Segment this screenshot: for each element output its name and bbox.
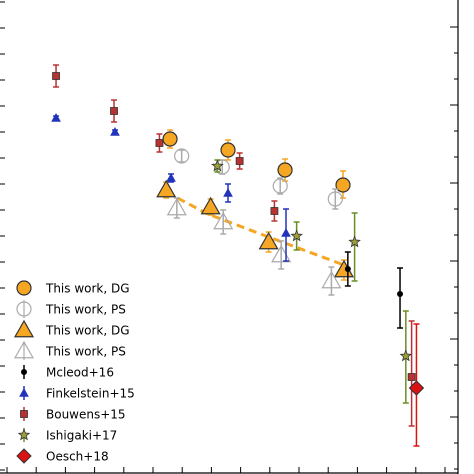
legend-entry: Mcleod+16 [21,365,114,380]
legend-marker [13,340,35,359]
data-point [52,72,60,80]
data-point [272,178,288,194]
legend-entry: This work, PS [16,300,126,318]
legend-marker [16,280,32,296]
series-1 [174,148,343,210]
legend-entry: Bouwens+15 [20,407,126,422]
legend-label: Oesch+18 [46,450,109,464]
data-point [213,211,234,230]
legend-entry: Finkelstein+15 [19,386,135,401]
series-4 [344,251,404,329]
fit-line [165,190,345,267]
dashed-fit-line [165,190,345,267]
series-6 [52,64,416,427]
series-7 [211,159,413,404]
data-marks [51,64,425,447]
legend-label: This work, DG [45,282,130,296]
data-point [258,231,279,250]
legend: This work, DG This work, PS This work, DG T… [13,280,135,464]
data-point [220,142,236,158]
data-point [155,139,164,147]
series-8 [408,323,425,447]
legend-label: Ishigaki+17 [46,429,117,443]
data-point [408,380,425,396]
data-point [399,349,413,362]
legend-label: Bouwens+15 [46,408,126,422]
data-point [51,112,61,122]
series-5 [51,112,291,262]
data-point [348,235,361,248]
legend-marker [17,428,31,441]
legend-marker [13,319,35,338]
data-point [174,148,190,164]
data-point [321,270,342,289]
data-point [110,107,118,115]
data-point [281,227,291,237]
data-point [162,131,178,147]
data-point [166,172,176,182]
series-3 [166,197,342,296]
legend-label: This work, PS [45,303,126,317]
data-point [156,179,177,198]
legend-label: This work, DG [45,324,130,338]
legend-marker [19,387,29,397]
legend-entry: Oesch+18 [16,448,109,464]
series-0 [162,129,351,199]
legend-marker [16,448,32,464]
legend-label: Mcleod+16 [46,366,114,380]
data-point [166,197,187,216]
legend-entry: This work, DG [13,319,130,338]
data-point [277,162,293,178]
data-point [110,126,120,136]
legend-label: This work, PS [45,345,126,359]
data-point [200,196,221,215]
legend-entry: This work, PS [13,340,126,360]
data-point [235,157,244,165]
data-point [270,207,279,215]
axes [0,0,459,474]
legend-entry: This work, DG [16,280,130,296]
data-point [327,191,343,207]
legend-label: Finkelstein+15 [46,387,135,401]
data-point [335,177,351,193]
data-point [211,159,224,172]
data-point [344,266,351,272]
data-point [223,187,233,197]
legend-marker [20,410,28,418]
data-point [407,373,416,381]
data-point [397,291,404,297]
legend-marker [21,369,27,375]
data-point [290,229,303,242]
legend-marker [16,301,32,317]
legend-entry: Ishigaki+17 [17,428,117,443]
